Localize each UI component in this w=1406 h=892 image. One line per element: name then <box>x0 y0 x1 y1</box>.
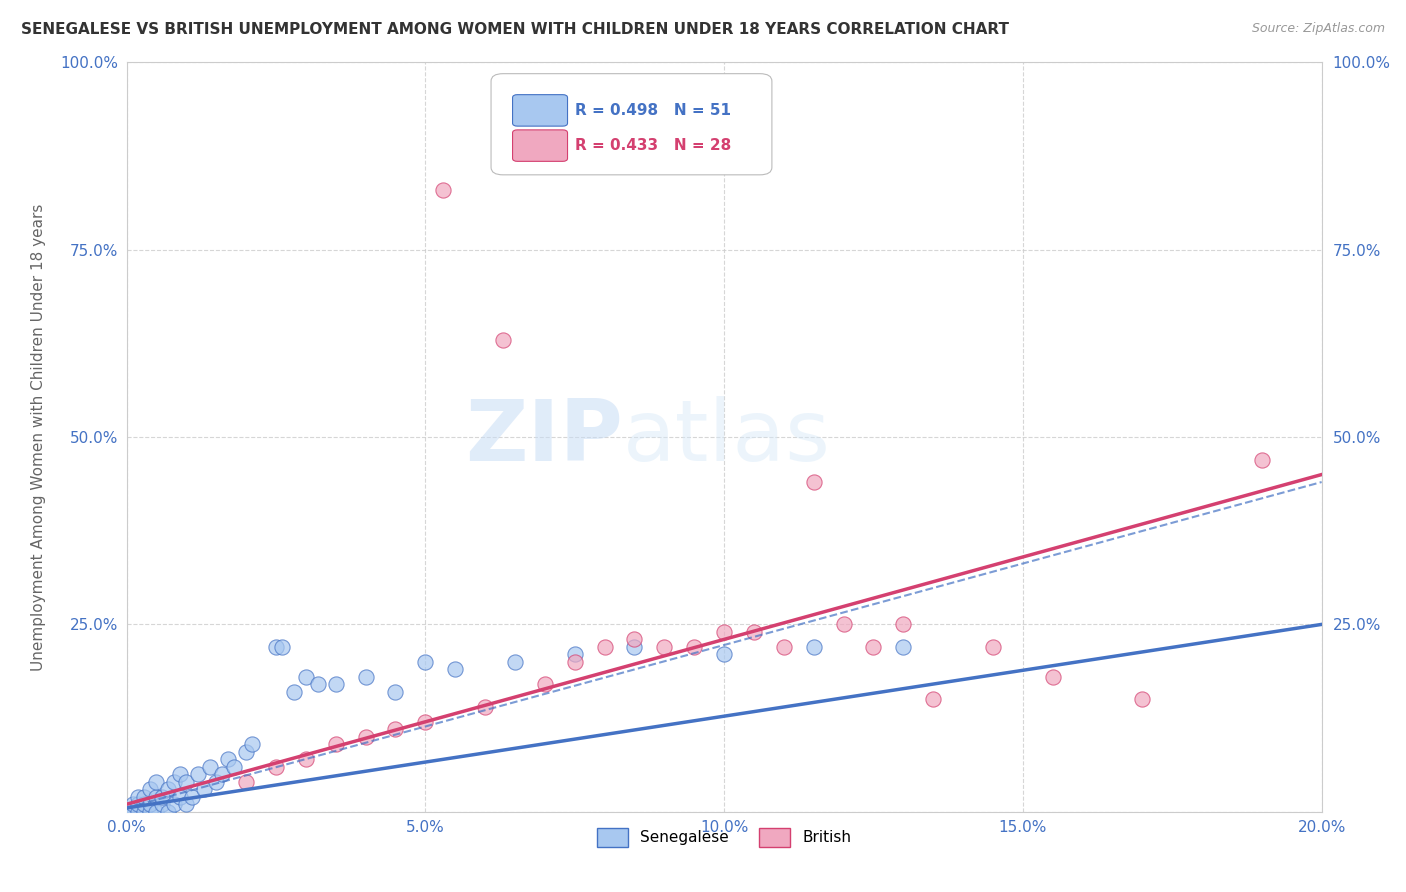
Point <box>354 730 377 744</box>
Text: R = 0.498   N = 51: R = 0.498 N = 51 <box>575 103 731 118</box>
Point <box>139 805 162 819</box>
Text: R = 0.433   N = 28: R = 0.433 N = 28 <box>575 138 731 153</box>
Point <box>127 805 149 819</box>
Point <box>235 745 257 759</box>
Point <box>564 648 586 662</box>
Point <box>652 640 675 654</box>
Point <box>157 782 180 797</box>
Point <box>981 640 1004 654</box>
Point <box>307 677 329 691</box>
Point <box>534 677 557 691</box>
Point <box>145 774 167 789</box>
Point <box>593 640 616 654</box>
Point <box>803 475 825 489</box>
Point <box>354 670 377 684</box>
Point <box>893 640 915 654</box>
FancyBboxPatch shape <box>513 130 568 161</box>
Text: SENEGALESE VS BRITISH UNEMPLOYMENT AMONG WOMEN WITH CHILDREN UNDER 18 YEARS CORR: SENEGALESE VS BRITISH UNEMPLOYMENT AMONG… <box>21 22 1010 37</box>
Point <box>683 640 706 654</box>
Point <box>503 655 526 669</box>
Point <box>325 677 347 691</box>
Point <box>145 789 167 804</box>
Point <box>270 640 294 654</box>
Point <box>174 797 197 812</box>
Point <box>145 805 167 819</box>
Point <box>922 692 945 706</box>
Point <box>325 737 347 751</box>
Text: Source: ZipAtlas.com: Source: ZipAtlas.com <box>1251 22 1385 36</box>
Point <box>152 797 174 812</box>
Point <box>181 789 204 804</box>
Point <box>139 782 162 797</box>
Y-axis label: Unemployment Among Women with Children Under 18 years: Unemployment Among Women with Children U… <box>31 203 46 671</box>
Point <box>157 805 180 819</box>
Point <box>1130 692 1153 706</box>
Point <box>222 760 246 774</box>
Point <box>139 797 162 812</box>
Point <box>742 624 765 639</box>
Point <box>713 624 735 639</box>
Point <box>163 797 186 812</box>
Point <box>1251 452 1274 467</box>
Point <box>294 752 316 766</box>
Point <box>1042 670 1064 684</box>
FancyBboxPatch shape <box>513 95 568 126</box>
Point <box>773 640 796 654</box>
Point <box>115 805 138 819</box>
Point <box>862 640 884 654</box>
Point <box>893 617 915 632</box>
Point <box>127 797 149 812</box>
Point <box>432 183 454 197</box>
Point <box>200 760 222 774</box>
Point <box>384 685 406 699</box>
Text: ZIP: ZIP <box>465 395 623 479</box>
Legend: Senegalese, British: Senegalese, British <box>591 822 858 853</box>
Point <box>283 685 305 699</box>
Point <box>211 767 233 781</box>
Text: atlas: atlas <box>623 395 831 479</box>
Point <box>294 670 316 684</box>
Point <box>415 655 437 669</box>
Point <box>384 723 406 737</box>
Point <box>264 760 287 774</box>
Point <box>235 774 257 789</box>
Point <box>163 774 186 789</box>
Point <box>713 648 735 662</box>
Point <box>444 662 467 676</box>
Point <box>193 782 215 797</box>
Point <box>187 767 209 781</box>
Point <box>205 774 228 789</box>
Point <box>169 789 191 804</box>
Point <box>415 714 437 729</box>
Point <box>134 789 156 804</box>
Point <box>240 737 263 751</box>
Point <box>564 655 586 669</box>
Point <box>121 797 143 812</box>
Point <box>217 752 239 766</box>
Point <box>623 632 645 647</box>
Point <box>169 767 191 781</box>
Point <box>474 699 496 714</box>
Point <box>492 333 515 347</box>
Point <box>134 805 156 819</box>
Point <box>832 617 855 632</box>
Point <box>264 640 287 654</box>
Point <box>134 797 156 812</box>
FancyBboxPatch shape <box>491 74 772 175</box>
Point <box>174 774 197 789</box>
Point <box>623 640 645 654</box>
Point <box>121 805 143 819</box>
Point <box>127 789 149 804</box>
Point <box>152 789 174 804</box>
Point <box>803 640 825 654</box>
